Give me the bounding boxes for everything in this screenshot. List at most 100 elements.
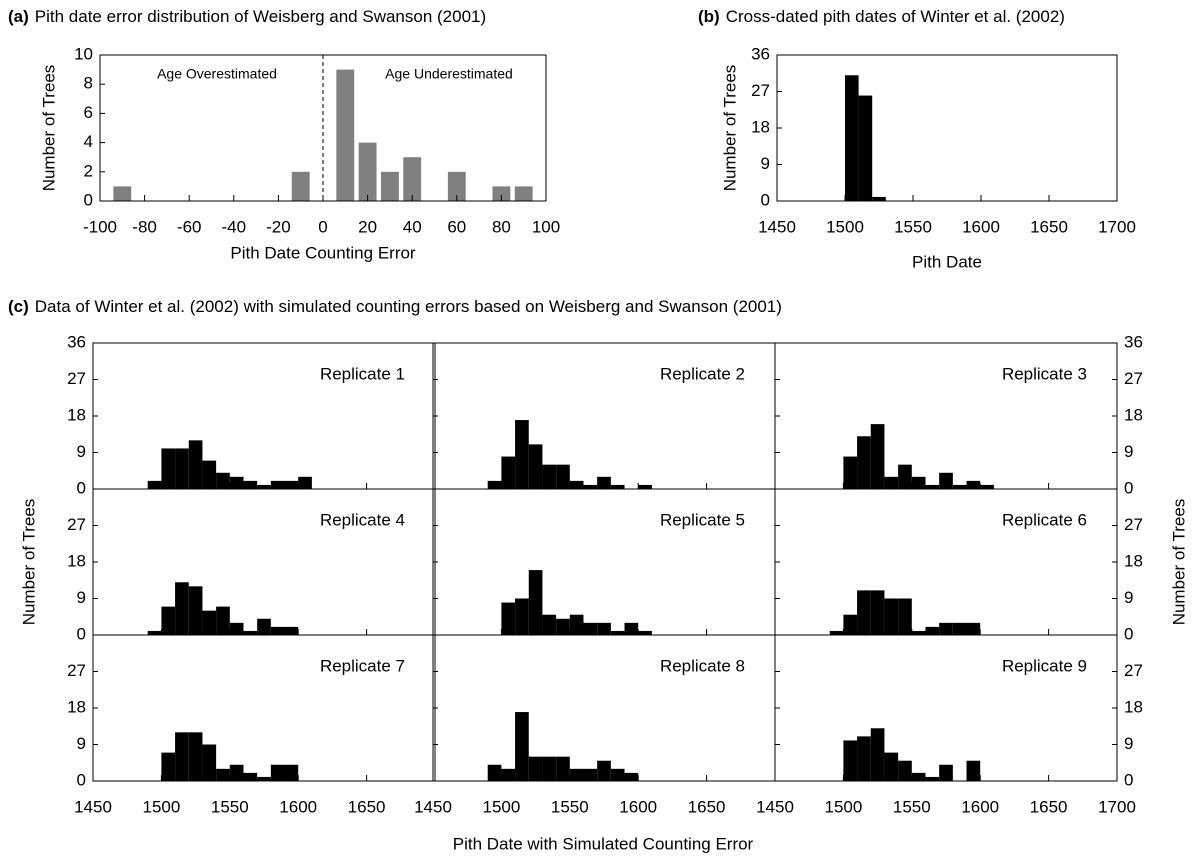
- x-tick-label: 1550: [551, 797, 589, 816]
- bar: [291, 171, 310, 201]
- histogram-bar: [284, 764, 299, 781]
- histogram-bar: [216, 768, 230, 781]
- replicate-title: Replicate 6: [1002, 510, 1087, 529]
- histogram-bar: [884, 476, 899, 489]
- histogram-bar: [966, 622, 981, 635]
- x-tick-label: 1450: [758, 217, 796, 236]
- histogram-bar: [569, 614, 584, 635]
- x-tick-label: -40: [222, 217, 247, 236]
- x-tick-label: 80: [492, 217, 511, 236]
- histogram-bar: [188, 732, 203, 781]
- histogram-bar: [147, 480, 162, 489]
- histogram-bar: [898, 760, 912, 781]
- histogram-bar: [257, 776, 271, 781]
- histogram-bar: [270, 626, 285, 635]
- histogram-bar: [556, 756, 570, 781]
- histogram-bar: [556, 618, 570, 635]
- histogram-bar: [870, 424, 885, 489]
- histogram-bar: [569, 768, 584, 781]
- x-tick-label: 1500: [142, 797, 180, 816]
- histogram-bar: [583, 484, 598, 489]
- bar: [113, 186, 132, 201]
- y-tick-label: 27: [1124, 661, 1143, 680]
- histogram-bar: [857, 436, 871, 489]
- replicate-title: Replicate 2: [660, 364, 745, 383]
- histogram-bar: [872, 196, 886, 201]
- y-tick-label: 9: [77, 588, 86, 607]
- y-axis-label: Number of Trees: [720, 65, 739, 192]
- x-tick-label: 1500: [824, 797, 862, 816]
- histogram-bar: [528, 570, 543, 635]
- histogram-bar: [161, 606, 176, 635]
- histogram-bar: [939, 764, 953, 781]
- histogram-bar: [845, 75, 859, 201]
- x-tick-label: 1500: [482, 797, 520, 816]
- histogram-bar: [597, 622, 611, 635]
- x-axis-label: Pith Date: [912, 252, 982, 271]
- histogram-bar: [542, 756, 557, 781]
- x-tick-label: -100: [83, 217, 117, 236]
- histogram-bar: [884, 598, 899, 635]
- y-tick-label: 27: [67, 661, 86, 680]
- histogram-bar: [583, 622, 598, 635]
- histogram-bar: [202, 460, 217, 489]
- replicate-title: Replicate 3: [1002, 364, 1087, 383]
- x-tick-label: 1650: [348, 797, 386, 816]
- bar: [336, 69, 355, 201]
- histogram-bar: [270, 480, 285, 489]
- replicate-title: Replicate 8: [660, 656, 745, 675]
- x-tick-label: 1500: [826, 217, 864, 236]
- x-tick-label: 20: [358, 217, 377, 236]
- y2-axis-label: Number of Trees: [1169, 499, 1188, 626]
- histogram-bar: [188, 586, 203, 635]
- histogram-bar: [925, 626, 940, 635]
- histogram-bar: [858, 95, 873, 201]
- histogram-bar: [257, 618, 271, 635]
- histogram-bar: [175, 582, 189, 635]
- panel-title-text: Data of Winter et al. (2002) with simula…: [35, 297, 782, 316]
- y-tick-label: 18: [751, 117, 770, 136]
- replicate-title: Replicate 7: [320, 656, 405, 675]
- y-tick-label: 0: [77, 624, 86, 643]
- histogram-bar: [980, 484, 994, 489]
- x-tick-label: -60: [177, 217, 202, 236]
- x-tick-label: 100: [532, 217, 560, 236]
- histogram-bar: [966, 760, 981, 781]
- x-axis-label: Pith Date Counting Error: [230, 243, 416, 262]
- histogram-bar: [829, 630, 844, 635]
- histogram-bar: [925, 484, 940, 489]
- y-tick-label: 9: [1124, 442, 1133, 461]
- panel-label: (b): [698, 7, 720, 26]
- y-tick-label: 27: [751, 81, 770, 100]
- histogram-bar: [939, 472, 953, 489]
- x-tick-label: -20: [266, 217, 291, 236]
- y-axis-label: Number of Trees: [39, 65, 58, 192]
- y-tick-label: 0: [761, 190, 770, 209]
- y-axis-label: Number of Trees: [19, 499, 38, 626]
- x-tick-label: -80: [132, 217, 157, 236]
- x-tick-label: 1550: [894, 217, 932, 236]
- y-tick-label: 36: [67, 332, 86, 351]
- histogram-bar: [898, 464, 912, 489]
- histogram-bar: [243, 772, 258, 781]
- x-tick-label: 1600: [619, 797, 657, 816]
- x-tick-label: 0: [318, 217, 327, 236]
- histogram-bar: [597, 760, 611, 781]
- histogram-bar: [911, 772, 926, 781]
- histogram-bar: [284, 626, 299, 635]
- histogram-bar: [556, 464, 570, 489]
- annotation: Age Overestimated: [157, 66, 277, 82]
- histogram-bar: [216, 606, 230, 635]
- histogram-bar: [857, 590, 871, 635]
- x-tick-label: 1650: [688, 797, 726, 816]
- y-tick-label: 9: [1124, 588, 1133, 607]
- x-tick-label: 1600: [962, 217, 1000, 236]
- histogram-bar: [870, 728, 885, 781]
- histogram-bar: [870, 590, 885, 635]
- histogram-bar: [515, 712, 529, 781]
- y-tick-label: 36: [751, 44, 770, 63]
- y-tick-label: 27: [1124, 515, 1143, 534]
- y-tick-label: 18: [1124, 697, 1143, 716]
- x-tick-label: 1650: [1030, 797, 1068, 816]
- histogram-bar: [501, 602, 516, 635]
